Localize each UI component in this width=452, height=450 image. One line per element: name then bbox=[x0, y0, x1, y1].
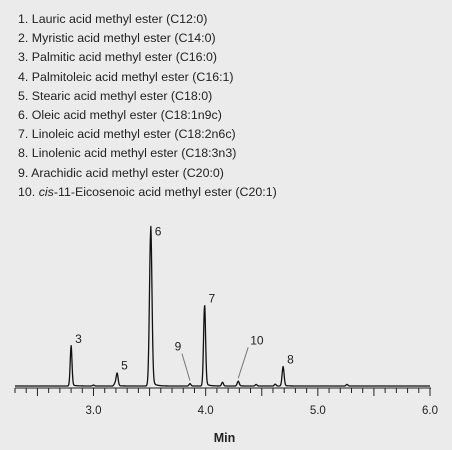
legend-number: 10. bbox=[18, 184, 36, 199]
legend-compound-name: Stearic acid methyl ester (C18:0) bbox=[31, 88, 213, 103]
peak-label: 10 bbox=[250, 333, 264, 347]
legend-compound-name: Palmitic acid methyl ester (C16:0) bbox=[31, 50, 218, 65]
legend-compound-name: Arachidic acid methyl ester (C20:0) bbox=[31, 165, 224, 180]
peak-leader-line bbox=[181, 353, 191, 381]
legend-compound-name: Lauric acid methyl ester (C12:0) bbox=[31, 12, 208, 26]
x-tick-label: 4.0 bbox=[198, 405, 214, 417]
legend-number: 4. bbox=[18, 69, 29, 84]
peak-leader-line bbox=[237, 347, 249, 379]
legend-number: 2. bbox=[18, 31, 29, 46]
peak-label: 8 bbox=[287, 352, 294, 366]
x-tick-label: 5.0 bbox=[310, 405, 326, 417]
legend-compound-name: Linoleic acid methyl ester (C18:2n6c) bbox=[31, 127, 236, 142]
legend-item: 2. Myristic acid methyl ester (C14:0) bbox=[18, 29, 277, 48]
x-tick-label: 3.0 bbox=[86, 405, 102, 417]
legend-item: 3. Palmitic acid methyl ester (C16:0) bbox=[18, 48, 277, 67]
chromatogram-trace bbox=[14, 225, 431, 387]
peak-label: 9 bbox=[175, 340, 182, 354]
peak-label: 5 bbox=[121, 359, 128, 373]
legend-item: 10. cis-11-Eicosenoic acid methyl ester … bbox=[18, 183, 277, 202]
compound-legend: 1. Lauric acid methyl ester (C12:0) 2. My… bbox=[18, 10, 277, 202]
legend-compound-name: Linolenic acid methyl ester (C18:3n3) bbox=[31, 146, 237, 161]
legend-number: 5. bbox=[18, 88, 29, 103]
legend-item: 5. Stearic acid methyl ester (C18:0) bbox=[18, 87, 277, 106]
peak-label: 3 bbox=[75, 332, 82, 346]
legend-item: 9. Arachidic acid methyl ester (C20:0) bbox=[18, 164, 277, 183]
legend-prefix: cis bbox=[38, 184, 54, 199]
legend-compound-name: Myristic acid methyl ester (C14:0) bbox=[31, 31, 216, 46]
peak-label: 7 bbox=[209, 291, 216, 305]
x-axis-title: Min bbox=[214, 431, 236, 445]
legend-number: 7. bbox=[18, 127, 29, 142]
peak-label: 6 bbox=[155, 225, 162, 239]
legend-item: 8. Linolenic acid methyl ester (C18:3n3) bbox=[18, 144, 277, 163]
legend-number: 1. bbox=[18, 12, 29, 26]
legend-item: 7. Linoleic acid methyl ester (C18:2n6c) bbox=[18, 125, 277, 144]
legend-number: 3. bbox=[18, 50, 29, 65]
peak-labels: 3 5 6 9 7 10 8 bbox=[75, 225, 294, 381]
legend-number: 9. bbox=[18, 165, 29, 180]
x-axis-ticks: 3.0 4.0 5.0 6.0 bbox=[14, 388, 438, 417]
legend-item: 4. Palmitoleic acid methyl ester (C16:1) bbox=[18, 68, 277, 87]
legend-item: 1. Lauric acid methyl ester (C12:0) bbox=[18, 10, 277, 29]
legend-item: 6. Oleic acid methyl ester (C18:1n9c) bbox=[18, 106, 277, 125]
legend-compound-name: Palmitoleic acid methyl ester (C16:1) bbox=[31, 69, 234, 84]
legend-compound-name: Oleic acid methyl ester (C18:1n9c) bbox=[31, 108, 222, 123]
legend-number: 8. bbox=[18, 146, 29, 161]
legend-compound-name: -11-Eicosenoic acid methyl ester (C20:1) bbox=[53, 184, 277, 199]
legend-number: 6. bbox=[18, 108, 29, 123]
x-tick-label: 6.0 bbox=[422, 405, 438, 417]
